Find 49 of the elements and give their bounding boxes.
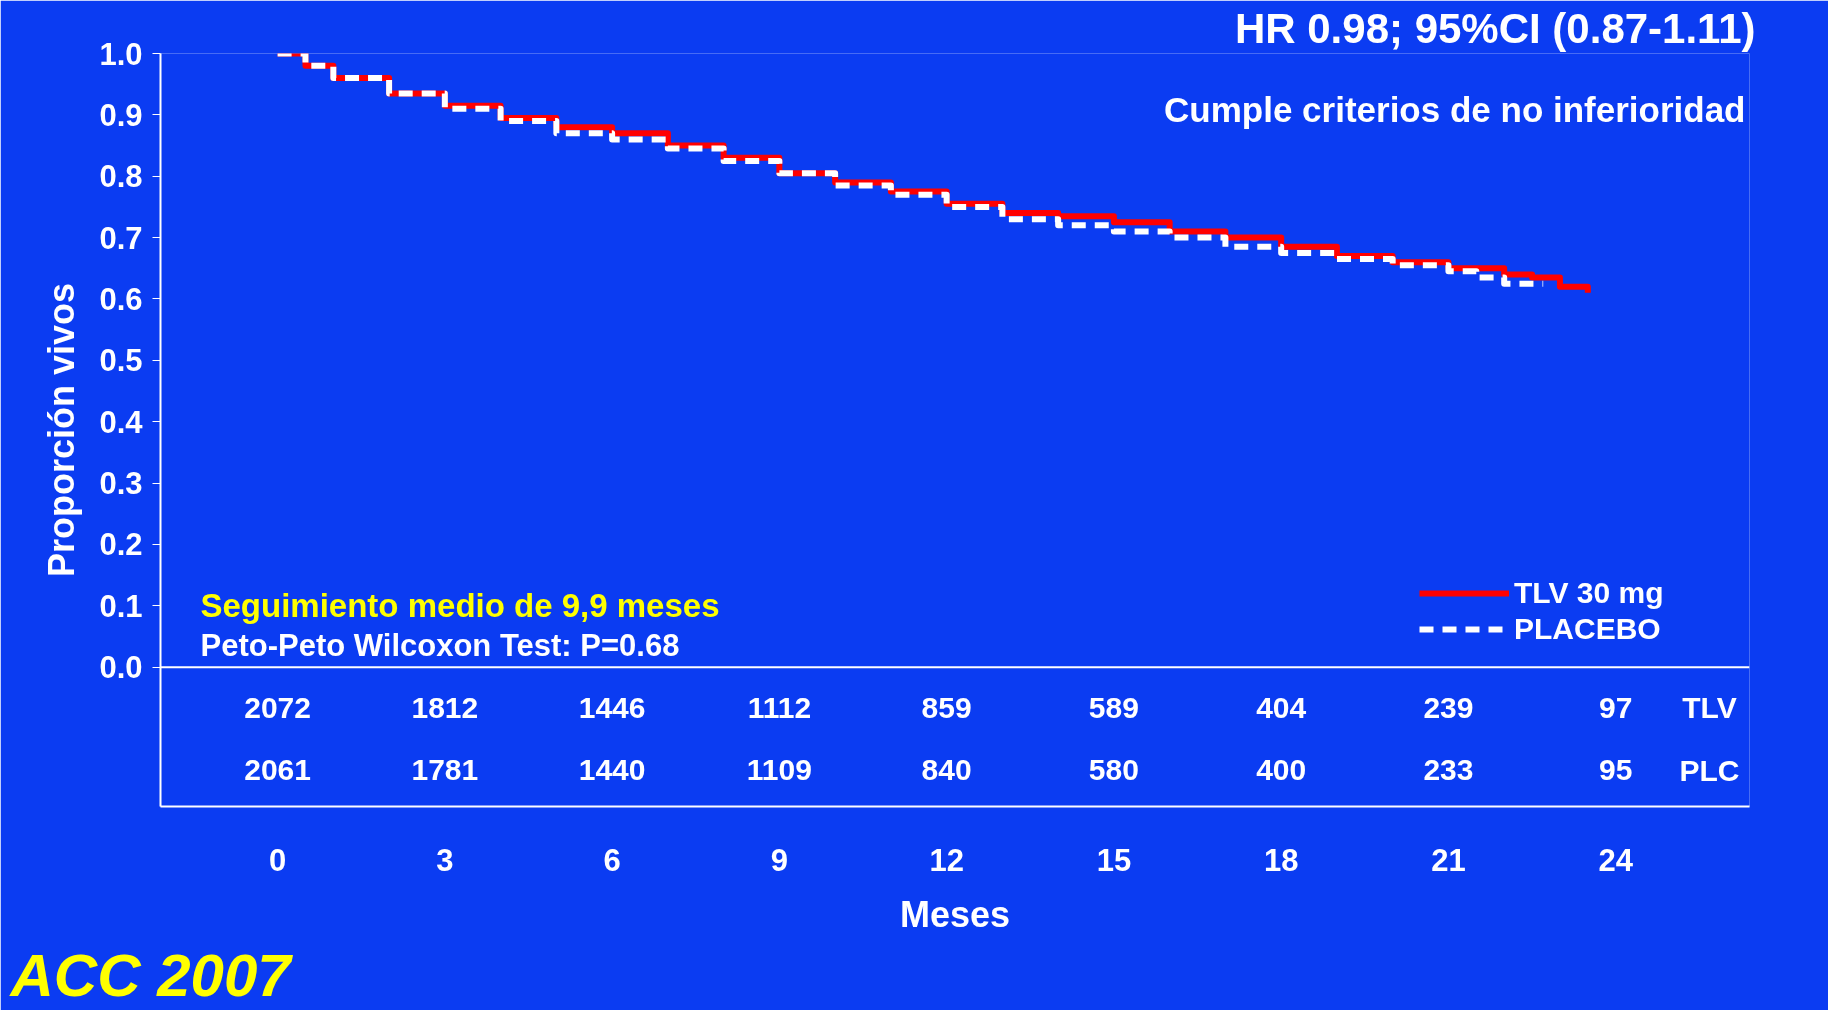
x-tick-label: 24: [1598, 842, 1634, 878]
annotation: 1446: [578, 690, 646, 724]
annotation: 95: [1599, 753, 1633, 787]
x-tick-label: 6: [603, 842, 621, 878]
y-tick-label: 0.3: [99, 466, 143, 502]
legend-label: TLV 30 mg: [1514, 576, 1664, 610]
y-tick-label: 0.7: [99, 220, 143, 256]
y-tick-label: 0.1: [99, 588, 143, 624]
annotation: 1112: [747, 690, 812, 724]
annotation: Seguimiento medio de 9,9 meses: [200, 586, 720, 624]
annotation: 1781: [411, 753, 479, 787]
x-axis-title: Meses: [899, 893, 1011, 935]
annotation: 2072: [244, 690, 311, 724]
x-tick-label: 9: [770, 842, 788, 878]
legend-label: PLACEBO: [1514, 612, 1661, 646]
y-tick-label: 0.8: [99, 159, 143, 195]
y-tick-label: 0.0: [99, 650, 143, 686]
annotation: 1109: [746, 753, 812, 787]
annotation: PLC: [1679, 753, 1740, 787]
annotation: 400: [1256, 753, 1307, 787]
y-axis-title: Proporción vivos: [41, 282, 83, 578]
text: Cumple criterios de no inferioridad: [1164, 90, 1746, 130]
chart-title: HR 0.98; 95%CI (0.87-1.11): [1234, 4, 1756, 52]
annotation: Peto-Peto Wilcoxon Test: P=0.68: [200, 627, 680, 663]
annotation: TLV: [1682, 691, 1737, 725]
x-tick-label: 3: [436, 842, 454, 878]
annotation: 404: [1256, 690, 1307, 724]
annotation: 859: [921, 690, 972, 724]
annotation: 580: [1088, 753, 1139, 787]
annotation: 233: [1423, 753, 1474, 787]
annotation: 840: [921, 753, 972, 787]
y-tick-label: 1.0: [99, 36, 143, 72]
x-tick-label: 12: [929, 842, 964, 878]
annotation: 97: [1599, 690, 1633, 724]
y-tick-label: 0.4: [99, 404, 144, 440]
x-tick-label: 18: [1263, 842, 1299, 878]
x-tick-label: 21: [1431, 842, 1466, 878]
x-tick-label: 0: [268, 842, 287, 878]
y-tick-label: 0.9: [99, 97, 143, 133]
x-tick-label: 15: [1096, 842, 1132, 878]
annotation: 1812: [411, 690, 479, 724]
annotation: 239: [1423, 690, 1474, 724]
y-tick-label: 0.5: [99, 343, 143, 379]
annotation: 2061: [244, 753, 311, 787]
annotation: 589: [1088, 690, 1139, 724]
annotation: 1440: [578, 753, 646, 787]
y-tick-label: 0.6: [99, 281, 143, 317]
y-tick-label: 0.2: [99, 527, 143, 563]
text: ACC 2007: [8, 941, 294, 1009]
